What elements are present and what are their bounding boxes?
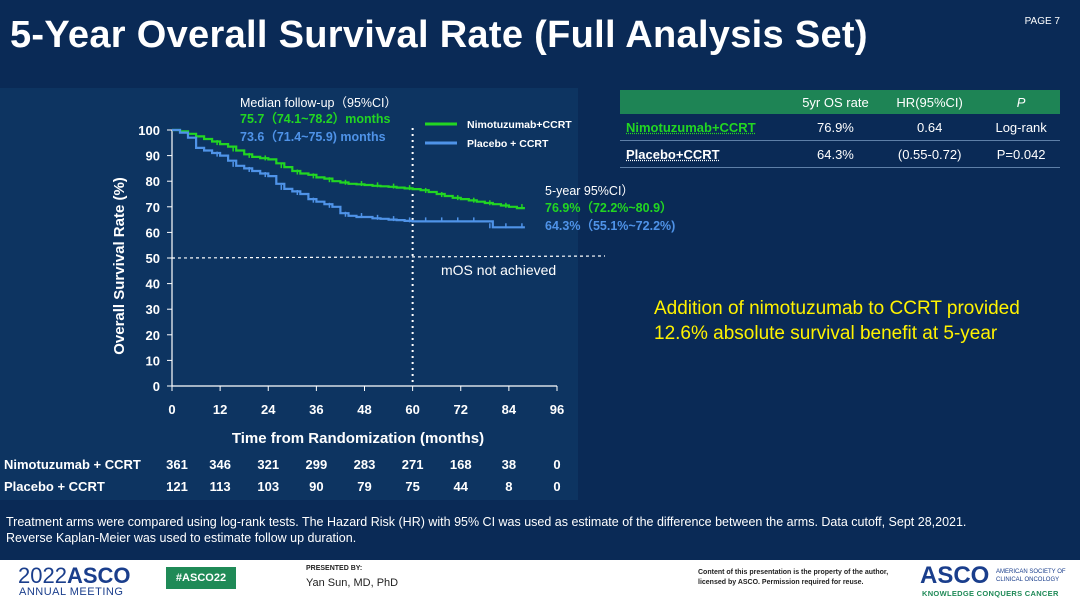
stats-hr-nimo: 0.64 [877, 114, 983, 141]
x-tick-label: 72 [454, 402, 468, 417]
followup-nimo: 75.7（74.1~78.2）months [240, 111, 390, 126]
chart-axes: 0 10 20 30 40 50 60 70 80 90 100 0 12 24 36 48 60 72 84 96 [138, 123, 606, 417]
risk-value: 90 [309, 479, 323, 494]
y-tick-label: 60 [146, 225, 160, 240]
legend-label-nimo: Nimotuzumab+CCRT [467, 119, 572, 131]
stats-header-hr: HR(95%CI) [877, 90, 983, 114]
stats-header-row: 5yr OS rate HR(95%CI) P [620, 90, 1060, 114]
meeting-logo: 2022ASCO [18, 563, 131, 589]
mos-label: mOS not achieved [441, 262, 556, 278]
stats-p-placebo: P=0.042 [982, 140, 1060, 168]
stats-header-arm [620, 90, 794, 114]
x-tick-label: 0 [168, 402, 175, 417]
risk-value: 79 [357, 479, 371, 494]
risk-value: 121 [166, 479, 188, 494]
y-tick-label: 10 [146, 353, 160, 368]
y-tick-label: 90 [146, 149, 160, 164]
x-tick-label: 36 [309, 402, 323, 417]
stats-row-nimo: Nimotuzumab+CCRT 76.9% 0.64 Log-rank [620, 114, 1060, 141]
x-tick-label: 96 [550, 402, 564, 417]
risk-value: 321 [257, 457, 279, 472]
footnote: Treatment arms were compared using log-r… [6, 514, 1076, 546]
presenter-name: Yan Sun, MD, PhD [306, 577, 399, 589]
y-tick-label: 0 [153, 379, 160, 394]
y-axis-label: Overall Survival Rate (%) [111, 177, 128, 355]
risk-value: 271 [402, 457, 424, 472]
key-finding-line2: 12.6% absolute survival benefit at 5-yea… [654, 323, 998, 344]
survival-curve-nimo [172, 128, 525, 210]
meeting-name: ANNUAL MEETING [19, 586, 124, 598]
y-tick-label: 80 [146, 174, 160, 189]
y-tick-label: 100 [138, 123, 160, 138]
x-axis-label: Time from Randomization (months) [232, 430, 484, 447]
footnote-line2: Reverse Kaplan-Meier was used to estimat… [6, 531, 357, 545]
risk-value: 113 [210, 479, 231, 494]
rights-notice: Content of this presentation is the prop… [698, 569, 889, 586]
stats-hr-placebo: (0.55-0.72) [877, 140, 983, 168]
risk-value: 38 [502, 457, 516, 472]
risk-value: 8 [505, 479, 512, 494]
stats-p-nimo: Log-rank [982, 114, 1060, 141]
stats-header-rate: 5yr OS rate [793, 90, 878, 114]
x-tick-label: 12 [213, 402, 227, 417]
footer: 2022ASCO ANNUAL MEETING #ASCO22 PRESENTE… [0, 560, 1080, 603]
y-tick-label: 50 [146, 251, 160, 266]
stats-arm-nimo: Nimotuzumab+CCRT [620, 114, 794, 141]
risk-value: 346 [209, 457, 231, 472]
y-tick-label: 20 [146, 328, 160, 343]
risk-value: 299 [306, 457, 328, 472]
stats-row-placebo: Placebo+CCRT 64.3% (0.55-0.72) P=0.042 [620, 140, 1060, 168]
asco-tagline: KNOWLEDGE CONQUERS CANCER [922, 589, 1059, 598]
stats-header-p: P [982, 90, 1060, 114]
key-finding: Addition of nimotuzumab to CCRT provided… [654, 296, 1020, 346]
risk-value: 361 [166, 457, 188, 472]
key-finding-line1: Addition of nimotuzumab to CCRT provided [654, 298, 1020, 319]
survival-curve-placebo [172, 128, 525, 229]
risk-value: 0 [553, 479, 560, 494]
five-year-nimo: 76.9%（72.2%~80.9） [545, 200, 673, 215]
x-tick-label: 84 [502, 402, 517, 417]
stats-arm-placebo: Placebo+CCRT [620, 140, 794, 168]
footnote-line1: Treatment arms were compared using log-r… [6, 515, 967, 529]
risk-value: 168 [450, 457, 472, 472]
stats-table: 5yr OS rate HR(95%CI) P Nimotuzumab+CCRT… [620, 90, 1060, 168]
risk-row-label: Nimotuzumab + CCRT [4, 457, 141, 472]
x-tick-label: 24 [261, 402, 276, 417]
followup-heading: Median follow-up（95%CI） [240, 96, 397, 110]
risk-value: 0 [553, 457, 560, 472]
y-tick-label: 70 [146, 200, 160, 215]
meeting-year: 2022 [18, 563, 67, 588]
y-tick-label: 40 [146, 277, 160, 292]
presented-by-label: PRESENTED BY: [306, 565, 363, 572]
meeting-org: ASCO [66, 563, 131, 588]
median-reference-line [171, 255, 606, 259]
x-tick-label: 60 [405, 402, 419, 417]
hashtag-badge: #ASCO22 [166, 567, 236, 589]
slide-title: 5-Year Overall Survival Rate (Full Analy… [10, 14, 868, 56]
risk-table: Nimotuzumab + CCRT 361 346 321 299 283 271 168 3… [4, 457, 561, 494]
five-year-heading: 5-year 95%CI） [545, 184, 634, 198]
slide: 5-Year Overall Survival Rate (Full Analy… [0, 14, 1076, 546]
asco-logo: ASCO [920, 562, 990, 589]
chart-panel [0, 88, 578, 500]
five-year-placebo: 64.3%（55.1%~72.2%) [545, 218, 675, 233]
risk-row-label: Placebo + CCRT [4, 479, 105, 494]
risk-value: 75 [405, 479, 419, 494]
followup-placebo: 73.6（71.4~75.9) months [240, 129, 386, 144]
chart-labels: Overall Survival Rate (%) Time from Rand… [111, 96, 675, 447]
risk-value: 103 [257, 479, 279, 494]
legend-label-placebo: Placebo + CCRT [467, 138, 549, 150]
stats-rate-placebo: 64.3% [793, 140, 878, 168]
stats-rate-nimo: 76.9% [793, 114, 878, 141]
asco-society-name: AMERICAN SOCIETY OF CLINICAL ONCOLOGY [996, 569, 1066, 583]
chart-curves [172, 128, 525, 229]
risk-value: 44 [454, 479, 469, 494]
y-tick-label: 30 [146, 302, 160, 317]
page-number: PAGE 7 [1024, 16, 1060, 27]
x-tick-label: 48 [357, 402, 371, 417]
risk-value: 283 [354, 457, 376, 472]
